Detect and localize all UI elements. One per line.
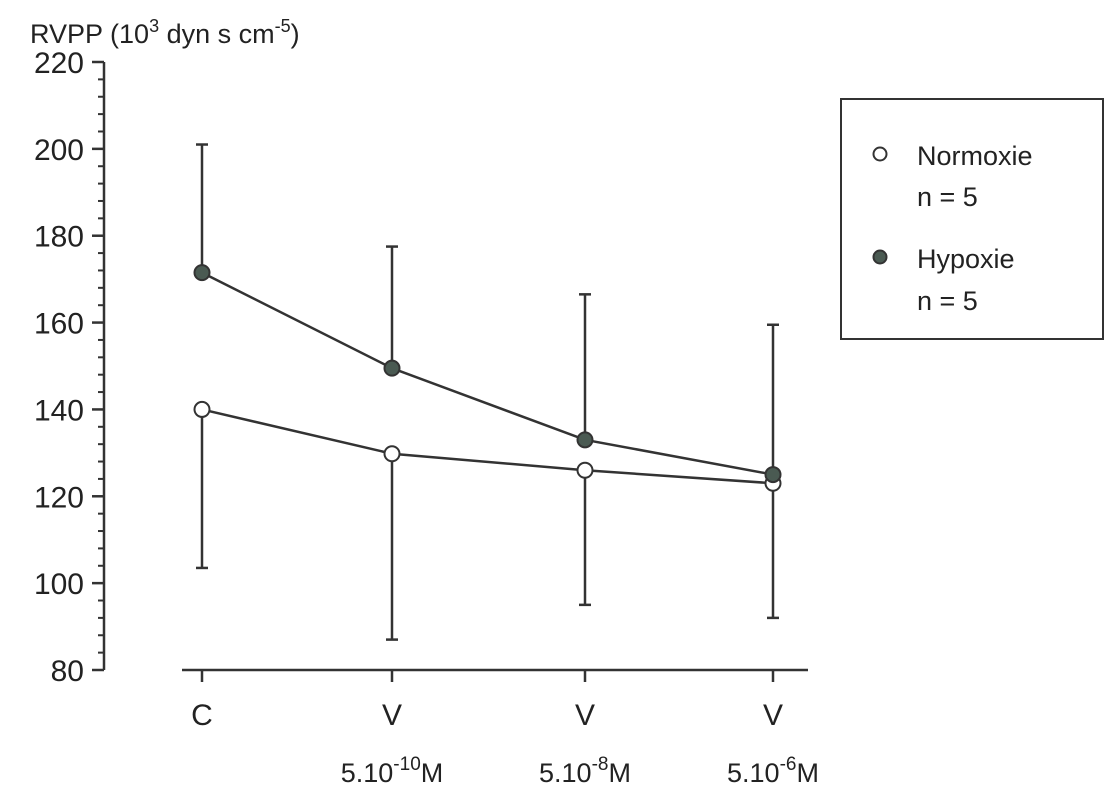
y-tick-label: 180 — [34, 221, 84, 254]
y-tick-label: 120 — [34, 481, 84, 514]
legend-hypoxie-label: Hypoxie — [917, 244, 1015, 274]
data-point-hypoxie — [764, 466, 782, 484]
x-tick-label: C — [191, 699, 213, 732]
legend: Normoxie n = 5 Hypoxie n = 5 — [840, 98, 1104, 340]
data-point-hypoxie — [576, 431, 594, 449]
legend-normoxie-marker — [872, 146, 888, 162]
data-point-normoxie — [576, 461, 594, 479]
x-sublabel: 5.10-6M — [727, 754, 819, 788]
y-tick-label: 140 — [34, 394, 84, 427]
y-tick-label: 80 — [51, 655, 84, 688]
series-line-normoxie — [201, 408, 774, 485]
y-tick-label: 100 — [34, 568, 84, 601]
legend-hypoxie-marker — [872, 249, 888, 265]
legend-normoxie-label: Normoxie — [917, 141, 1033, 171]
x-tick-label: V — [382, 699, 402, 732]
x-tick-label: V — [575, 699, 595, 732]
x-sublabel: 5.10-10M — [341, 754, 444, 788]
y-tick-label: 220 — [34, 47, 84, 80]
legend-hypoxie-n: n = 5 — [917, 286, 978, 316]
y-tick-label: 200 — [34, 134, 84, 167]
y-tick-label: 160 — [34, 308, 84, 341]
x-tick-label: V — [763, 699, 783, 732]
data-point-normoxie — [383, 445, 401, 463]
legend-normoxie-n: n = 5 — [917, 182, 978, 212]
data-point-hypoxie — [383, 359, 401, 377]
x-sublabel: 5.10-8M — [539, 754, 631, 788]
y-axis-title: RVPP (103 dyn s cm-5) — [30, 16, 300, 49]
data-point-normoxie — [193, 400, 211, 418]
legend-box — [840, 98, 1104, 340]
data-point-hypoxie — [193, 264, 211, 282]
series-line-hypoxie — [201, 271, 774, 476]
